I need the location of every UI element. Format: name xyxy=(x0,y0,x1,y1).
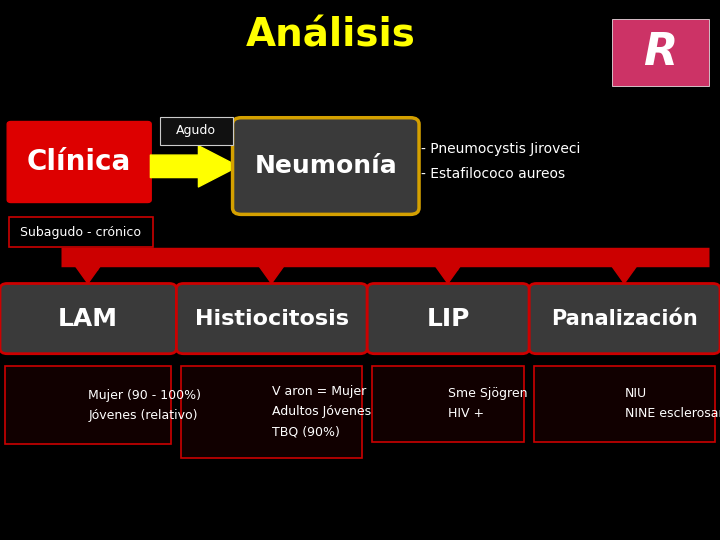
Text: LIP: LIP xyxy=(426,307,470,330)
FancyBboxPatch shape xyxy=(160,117,233,145)
Text: Subagudo - crónico: Subagudo - crónico xyxy=(20,226,142,239)
FancyArrowPatch shape xyxy=(74,264,102,284)
FancyBboxPatch shape xyxy=(7,122,151,202)
Text: V aron = Mujer
Adultos Jóvenes
TBQ (90%): V aron = Mujer Adultos Jóvenes TBQ (90%) xyxy=(272,385,371,438)
FancyBboxPatch shape xyxy=(9,217,153,247)
Text: R: R xyxy=(644,31,678,74)
Text: Análisis: Análisis xyxy=(246,16,416,54)
FancyBboxPatch shape xyxy=(5,366,171,444)
FancyArrowPatch shape xyxy=(258,264,285,284)
FancyBboxPatch shape xyxy=(233,118,419,214)
Text: Histiocitosis: Histiocitosis xyxy=(195,308,348,329)
Text: NIU
NINE esclerosante: NIU NINE esclerosante xyxy=(624,387,720,420)
FancyBboxPatch shape xyxy=(612,19,709,86)
FancyBboxPatch shape xyxy=(367,284,529,354)
FancyBboxPatch shape xyxy=(534,366,715,442)
Text: Agudo: Agudo xyxy=(176,124,216,138)
FancyArrowPatch shape xyxy=(611,264,638,284)
Text: Neumonía: Neumonía xyxy=(254,154,397,178)
FancyBboxPatch shape xyxy=(372,366,524,442)
FancyBboxPatch shape xyxy=(181,366,362,458)
FancyBboxPatch shape xyxy=(529,284,720,354)
FancyBboxPatch shape xyxy=(176,284,367,354)
Text: - Pneumocystis Jiroveci
- Estafilococo aureos: - Pneumocystis Jiroveci - Estafilococo a… xyxy=(421,143,580,181)
Text: Clínica: Clínica xyxy=(27,148,131,176)
FancyArrowPatch shape xyxy=(434,264,462,284)
Text: LAM: LAM xyxy=(58,307,118,330)
Text: Panalización: Panalización xyxy=(552,308,698,329)
FancyBboxPatch shape xyxy=(0,284,176,354)
FancyArrowPatch shape xyxy=(150,146,238,187)
Text: Sme Sjögren
HIV +: Sme Sjögren HIV + xyxy=(448,387,528,420)
Text: Mujer (90 - 100%)
Jóvenes (relativo): Mujer (90 - 100%) Jóvenes (relativo) xyxy=(89,388,201,422)
